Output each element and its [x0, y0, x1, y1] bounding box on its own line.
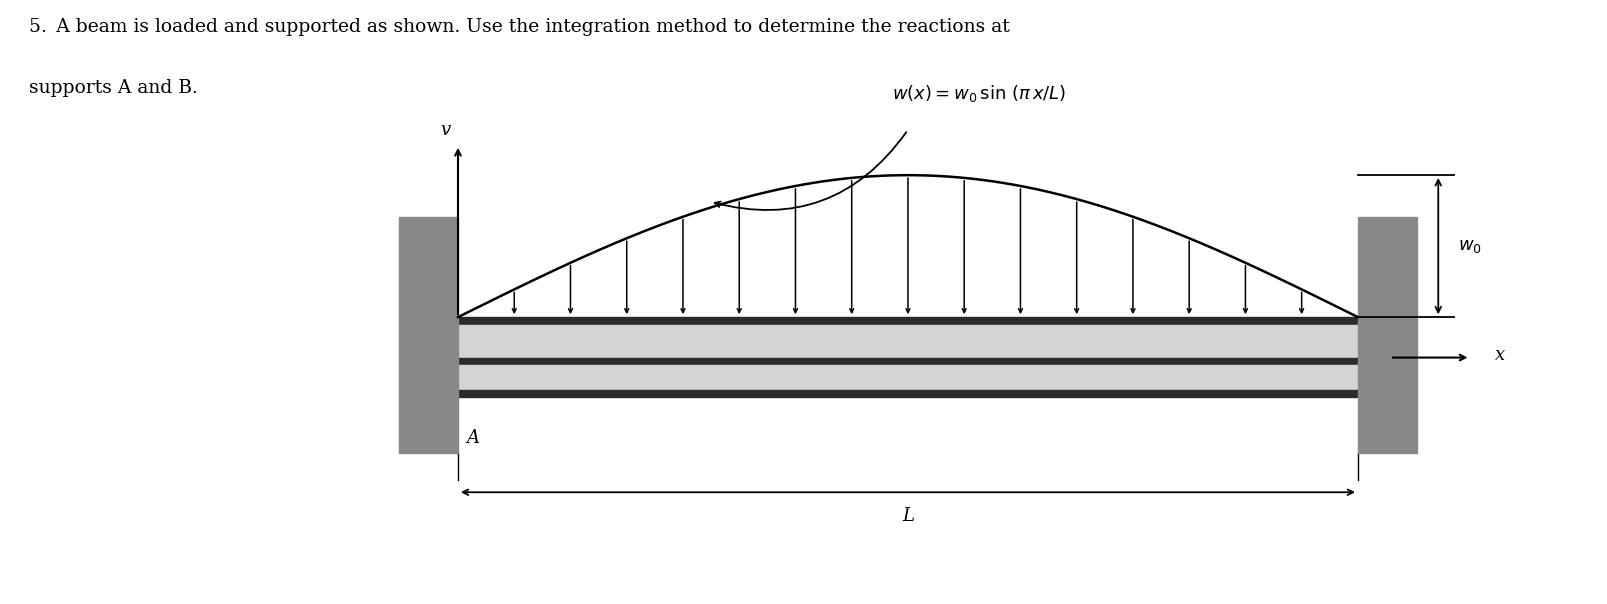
Bar — [458, 365, 1358, 390]
Text: $w_0$: $w_0$ — [1458, 237, 1482, 255]
Text: B: B — [1366, 429, 1379, 447]
Bar — [458, 317, 1358, 325]
Bar — [1358, 217, 1417, 453]
Bar — [399, 217, 458, 453]
Text: 5. A beam is loaded and supported as shown. Use the integration method to determ: 5. A beam is loaded and supported as sho… — [29, 18, 1009, 36]
Text: supports A and B.: supports A and B. — [29, 79, 198, 97]
Bar — [458, 325, 1358, 358]
Bar — [458, 358, 1358, 365]
Text: L: L — [902, 507, 914, 525]
Text: x: x — [1495, 345, 1504, 364]
Text: $w(x) = w_0\,\sin\,(\pi\, x/L)$: $w(x) = w_0\,\sin\,(\pi\, x/L)$ — [892, 83, 1065, 104]
Text: A: A — [466, 429, 479, 447]
Text: v: v — [440, 121, 450, 139]
Bar — [458, 390, 1358, 397]
